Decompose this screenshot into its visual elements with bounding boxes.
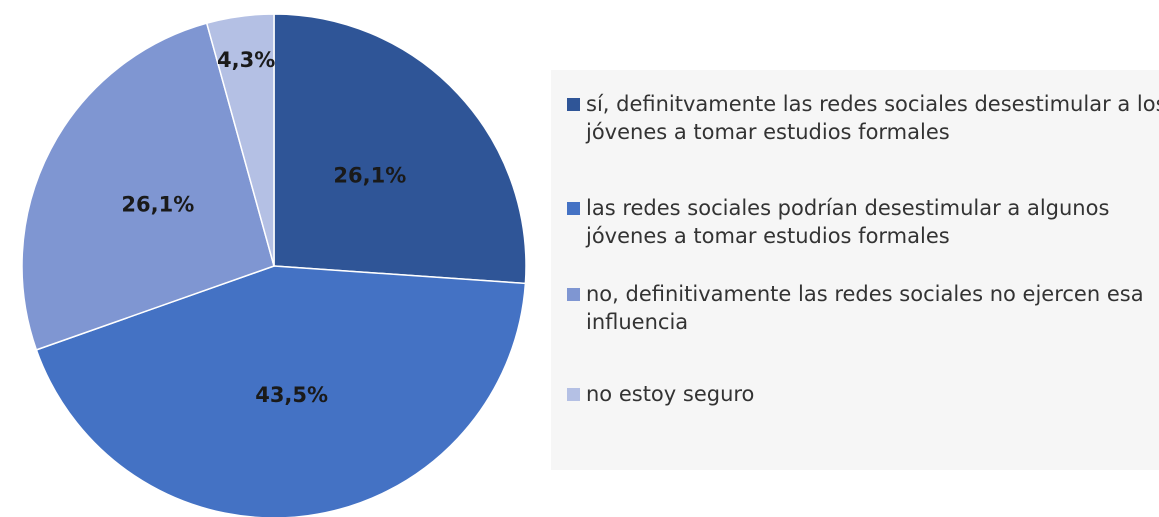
legend-label: no, definitivamente las redes sociales n… <box>586 282 1144 334</box>
pie-slice <box>273 13 527 285</box>
legend-swatch <box>567 388 580 401</box>
legend-item: las redes sociales podrían desestimular … <box>567 194 1159 250</box>
pie-slice <box>205 13 275 267</box>
pie: 26,1% 43,5% 26,1% 4,3% <box>21 13 527 517</box>
legend-item: no estoy seguro <box>567 380 1159 408</box>
legend: sí, definitvamente las redes sociales de… <box>551 70 1159 470</box>
pie-slice <box>35 265 527 517</box>
pie-slice <box>21 22 275 351</box>
data-label: 4,3% <box>217 48 275 72</box>
legend-swatch <box>567 288 580 301</box>
legend-swatch <box>567 202 580 215</box>
data-label: 43,5% <box>255 383 328 407</box>
legend-swatch <box>567 98 580 111</box>
legend-label: no estoy seguro <box>586 382 755 406</box>
legend-label: las redes sociales podrían desestimular … <box>586 196 1110 248</box>
data-label: 26,1% <box>121 192 194 216</box>
data-label: 26,1% <box>333 164 406 188</box>
legend-item: sí, definitvamente las redes sociales de… <box>567 90 1159 146</box>
legend-label: sí, definitvamente las redes sociales de… <box>586 92 1159 144</box>
legend-item: no, definitivamente las redes sociales n… <box>567 280 1159 336</box>
